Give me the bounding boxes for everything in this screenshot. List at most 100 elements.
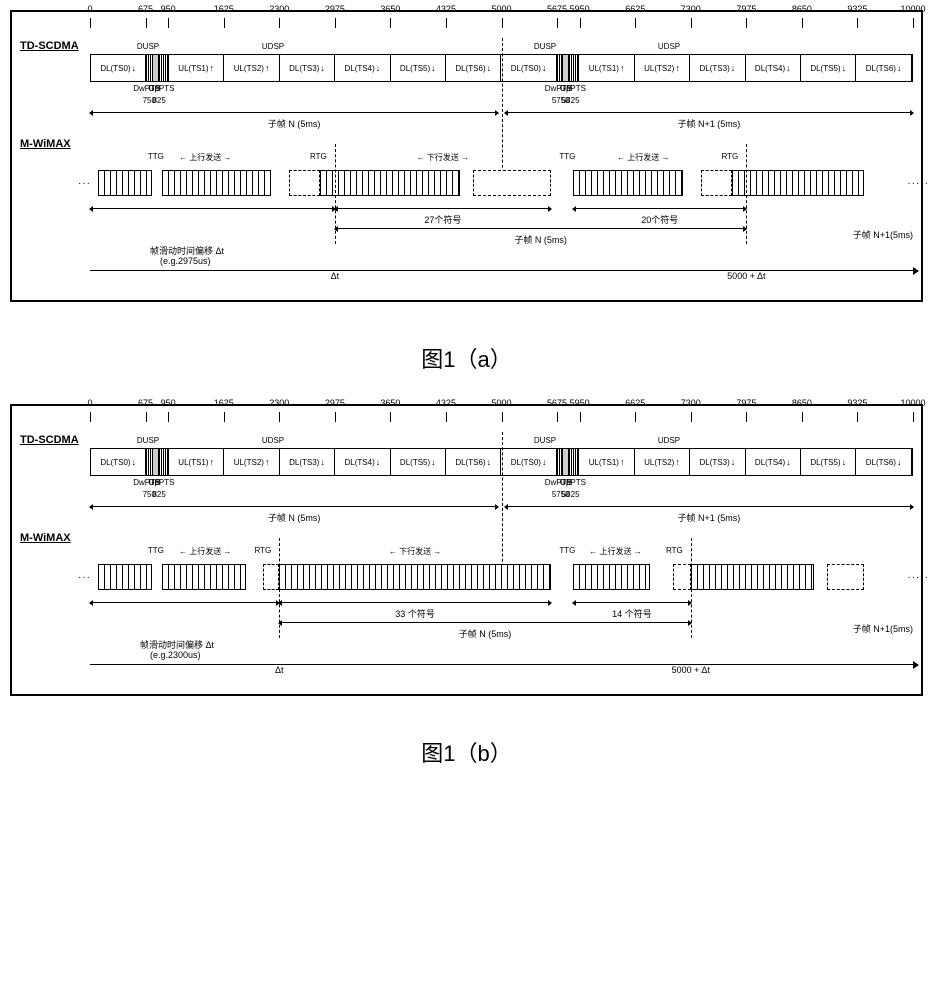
mw-annotation: TTG — [559, 546, 575, 555]
tick — [446, 18, 447, 28]
right-subframe-b: 子帧 N+1(5ms) — [853, 622, 913, 635]
tick — [691, 18, 692, 28]
mw-annotation: ← 下行发送 → — [389, 546, 441, 557]
slot-label: DL(TS0) — [100, 457, 136, 467]
mw-range — [90, 602, 279, 603]
dt2-mark: 5000 + Δt — [727, 271, 765, 281]
dots-left-b: ··· — [78, 572, 91, 583]
sub-annotation: UpPTS — [560, 478, 586, 487]
ts-slot — [569, 449, 579, 475]
mw-annotation: RTG — [254, 546, 271, 555]
time-axis-b: (us) 06759501625230029753650432550005675… — [90, 412, 913, 434]
tick-label: 950 — [161, 398, 176, 408]
ts-slot: DL(TS0) — [501, 55, 556, 81]
ts-slot — [159, 55, 169, 81]
figure-b-panel: (us) 06759501625230029753650432550005675… — [10, 404, 923, 696]
udsp-label: UDSP — [262, 42, 284, 51]
mw-annotation: RTG — [722, 152, 739, 161]
mw-block — [162, 170, 271, 196]
tick-label: 2975 — [325, 398, 345, 408]
tick — [913, 412, 914, 422]
sub-annotation: 825 — [152, 490, 165, 499]
ts-slot: DL(TS0) — [91, 449, 146, 475]
tick — [746, 18, 747, 28]
figure-a-caption: 图1（a） — [10, 342, 923, 374]
tick — [335, 18, 336, 28]
tick — [557, 412, 558, 422]
mw-range: 14 个符号 — [573, 602, 691, 603]
mwimax-range-b: 33 个符号14 个符号 — [90, 598, 913, 618]
tick-label: 9325 — [847, 4, 867, 14]
slot-label: DL(TS4) — [345, 63, 381, 73]
slot-label: UL(TS2) — [234, 457, 270, 467]
range-subframe-n: 子帧 N (5ms) — [90, 112, 498, 113]
mw-frame-range: 子帧 N (5ms) — [335, 228, 747, 229]
mwimax-top-ann-a: TTG← 上行发送 →RTG← 下行发送 →TTG← 上行发送 →RTG — [90, 152, 913, 166]
ts-slot: UL(TS1) — [579, 449, 634, 475]
tick-label: 5000 — [491, 4, 511, 14]
mwimax-top-ann-b: TTG← 上行发送 →RTG← 下行发送 →TTG← 上行发送 →RTG — [90, 546, 913, 560]
slot-label: DL(TS5) — [400, 63, 436, 73]
slot-label: DL(TS0) — [511, 63, 547, 73]
vguide — [746, 144, 747, 244]
tick — [390, 412, 391, 422]
ts-slot: DL(TS3) — [280, 55, 335, 81]
tick-label: 1625 — [214, 398, 234, 408]
figure-b-caption: 图1（b） — [10, 736, 923, 768]
offset-eg-b: (e.g.2300us) — [150, 650, 201, 660]
tick — [502, 18, 503, 28]
tick-label: 0 — [87, 4, 92, 14]
tick — [446, 412, 447, 422]
tick-label: 7300 — [681, 398, 701, 408]
slot-label: UL(TS2) — [644, 457, 680, 467]
mw-block — [573, 170, 682, 196]
mwimax-label-b: M-WiMAX — [20, 532, 913, 544]
vguide — [691, 538, 692, 638]
tick-label: 5000 — [491, 398, 511, 408]
slot-label: DL(TS4) — [755, 457, 791, 467]
slot-label: DL(TS0) — [100, 63, 136, 73]
tick-label: 5950 — [570, 398, 590, 408]
ts-slot: DL(TS4) — [746, 449, 801, 475]
slot-label: DL(TS0) — [511, 457, 547, 467]
slot-label: DL(TS6) — [866, 457, 902, 467]
mw-block — [473, 170, 551, 196]
slot-label: DL(TS5) — [400, 457, 436, 467]
tick-label: 6625 — [625, 4, 645, 14]
tick-label: 8650 — [792, 4, 812, 14]
vguide — [335, 144, 336, 244]
sub-annotation: UpPTS — [149, 84, 175, 93]
sub-annotation: UpPTS — [149, 478, 175, 487]
ts-slot: UL(TS2) — [635, 449, 690, 475]
range-subframe-n1: 子帧 N+1 (5ms) — [505, 112, 913, 113]
ts-slot: DL(TS3) — [690, 55, 745, 81]
mwimax-frame-a: 子帧 N+1(5ms) 子帧 N (5ms) — [90, 224, 913, 244]
tick-label: 2975 — [325, 4, 345, 14]
vguide — [279, 538, 280, 638]
tick — [857, 18, 858, 28]
mw-block — [701, 170, 732, 196]
mw-block — [320, 170, 460, 196]
tick-label: 2300 — [269, 398, 289, 408]
subframe-range-b: 子帧 N (5ms) 子帧 N+1 (5ms) — [90, 502, 913, 522]
tick — [279, 18, 280, 28]
ts-slot: DL(TS5) — [391, 55, 446, 81]
slot-label: UL(TS2) — [644, 63, 680, 73]
tick-label: 9325 — [847, 398, 867, 408]
tick — [335, 412, 336, 422]
tick-label: 3650 — [380, 4, 400, 14]
dusp-label-b: DUSP — [137, 436, 159, 445]
ts-slot: DL(TS4) — [335, 449, 390, 475]
tick-label: 2300 — [269, 4, 289, 14]
tick — [580, 18, 581, 28]
mw-block — [691, 564, 814, 590]
mw-block — [289, 170, 320, 196]
mwimax-area-a: ··· ····· — [90, 166, 913, 204]
tick — [857, 412, 858, 422]
udsp-label-b: UDSP — [262, 436, 284, 445]
ts-slot — [159, 449, 169, 475]
ts-slot: DL(TS0) — [91, 55, 146, 81]
ts-slot: DL(TS6) — [856, 55, 911, 81]
tick — [168, 412, 169, 422]
tick-label: 7975 — [736, 4, 756, 14]
